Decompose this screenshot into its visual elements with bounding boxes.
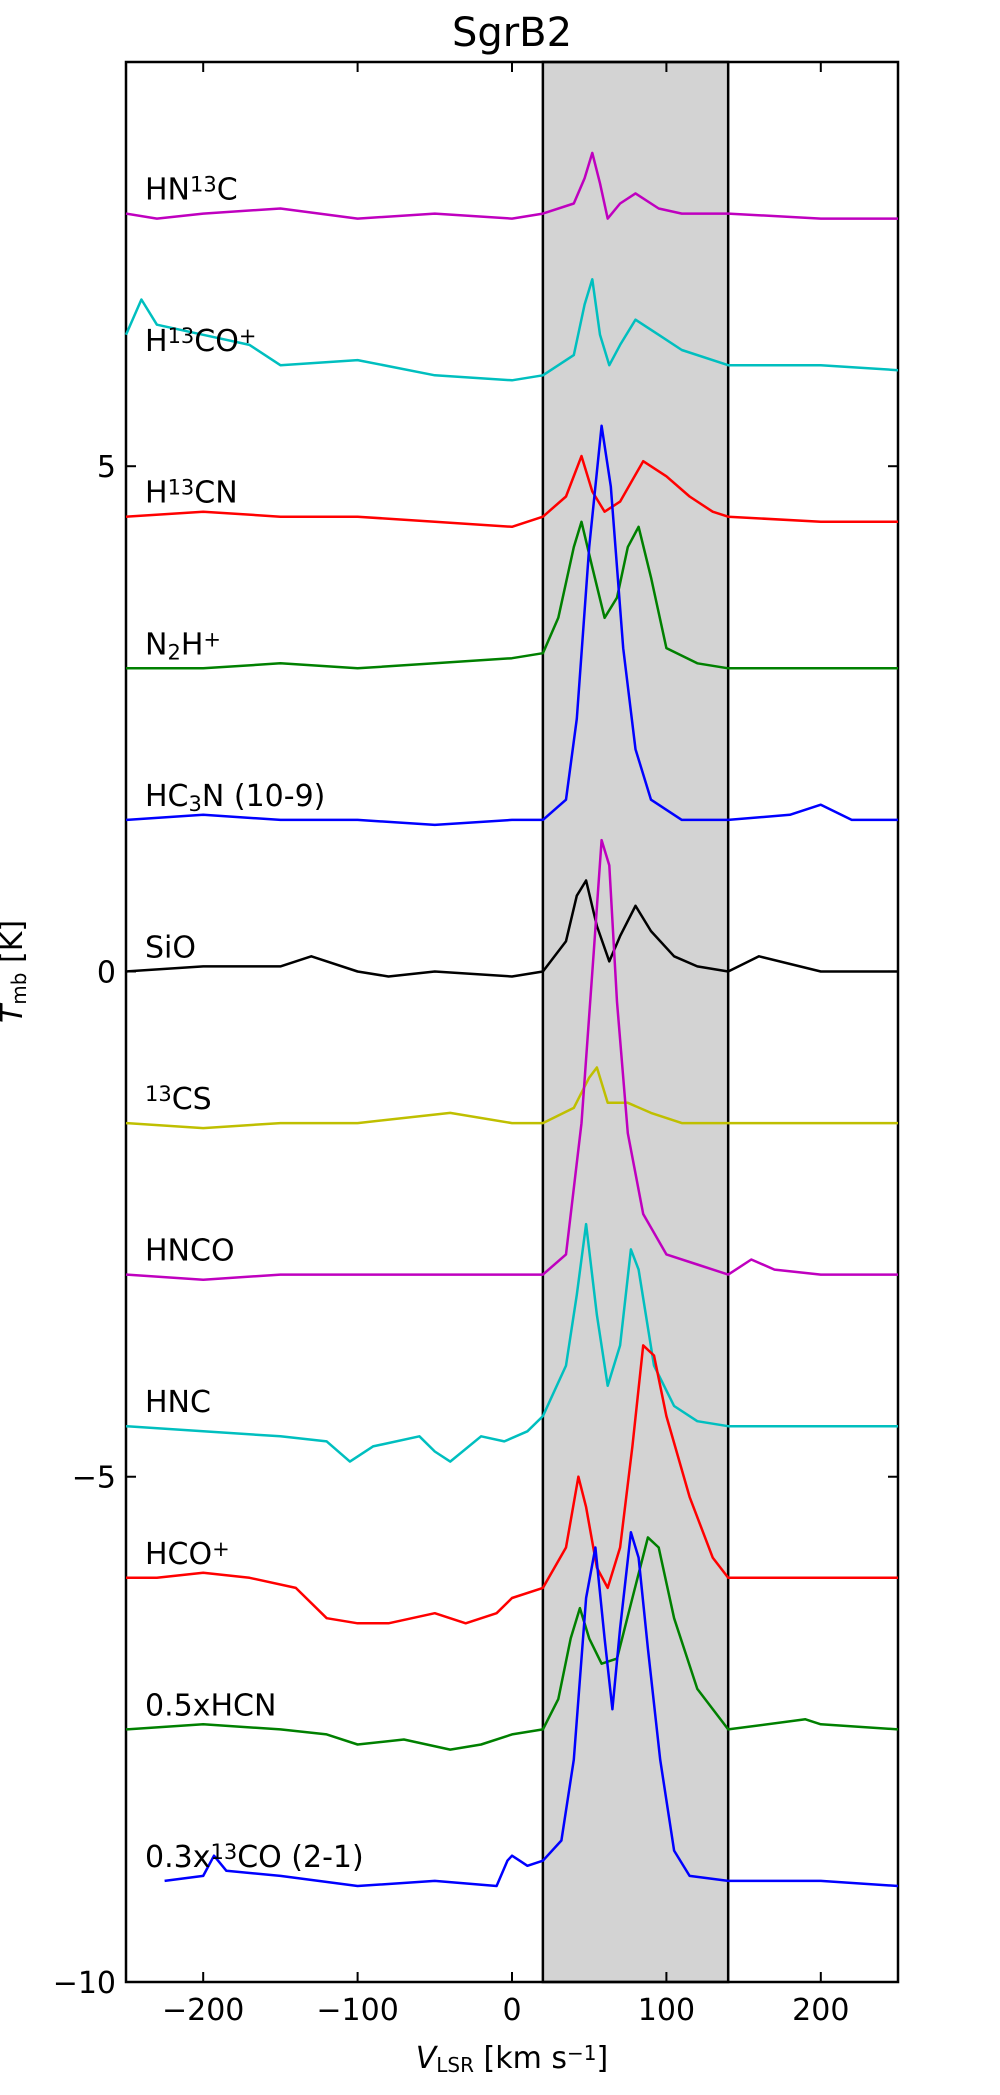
species-label: 0.3x13CO (2-1) (145, 1840, 364, 1875)
x-tick-label: 0 (502, 1993, 521, 2028)
series-line-h13cn (125, 454, 898, 529)
series-line-sio (125, 879, 898, 978)
y-axis-label: Tmb [K] (0, 920, 31, 1023)
series-line-n2h- (126, 520, 898, 670)
species-label: N2H+ (145, 627, 221, 664)
y-axis: −10 −5 0 5 (53, 450, 898, 2001)
shaded-velocity-range (541, 60, 730, 1984)
x-axis-label: VLSR [km s−1] (416, 2041, 608, 2077)
y-tick-label: −5 (72, 1461, 116, 1496)
series-line-hco- (126, 1344, 898, 1625)
species-label: HCO+ (145, 1536, 230, 1571)
x-axis: −200 −100 0 100 200 (162, 62, 849, 2028)
series-line-hc3n-10-9- (125, 424, 898, 827)
species-label: HC3N (10-9) (145, 779, 325, 816)
series-line-hnc (125, 1222, 898, 1463)
x-tick-label: 100 (638, 1993, 695, 2028)
series-line-0-3x13co-2-1- (164, 1531, 899, 1888)
species-label: 0.5xHCN (145, 1688, 276, 1723)
species-label: 13CS (145, 1082, 212, 1117)
y-tick-label: 0 (97, 955, 116, 990)
x-tick-label: 200 (792, 1993, 849, 2028)
series-line-13cs (125, 1066, 898, 1130)
y-tick-label: −10 (53, 1966, 116, 2001)
x-tick-label: −200 (162, 1993, 244, 2028)
y-tick-label: 5 (97, 450, 116, 485)
series-line-0-5xhcn (125, 1536, 899, 1751)
species-label: H13CO+ (145, 324, 256, 359)
species-label: HN13C (145, 172, 238, 207)
axis-labels: VLSR [km s−1] Tmb [K] (0, 920, 608, 2077)
x-tick-label: −100 (316, 1993, 398, 2028)
series-lines (124, 151, 899, 1888)
series-line-hnco (125, 838, 898, 1281)
species-label: HNC (145, 1385, 211, 1420)
series-line-h13co- (124, 278, 899, 382)
series-line-hn13c (125, 151, 898, 220)
species-label: SiO (145, 930, 196, 965)
species-label: HNCO (145, 1234, 235, 1269)
chart-title: SgrB2 (452, 10, 572, 56)
species-labels: HN13C H13CO+ H13CN N2H+ HC3N (10-9) SiO 13CS HN… (145, 172, 364, 1875)
species-label: H13CN (145, 475, 238, 510)
